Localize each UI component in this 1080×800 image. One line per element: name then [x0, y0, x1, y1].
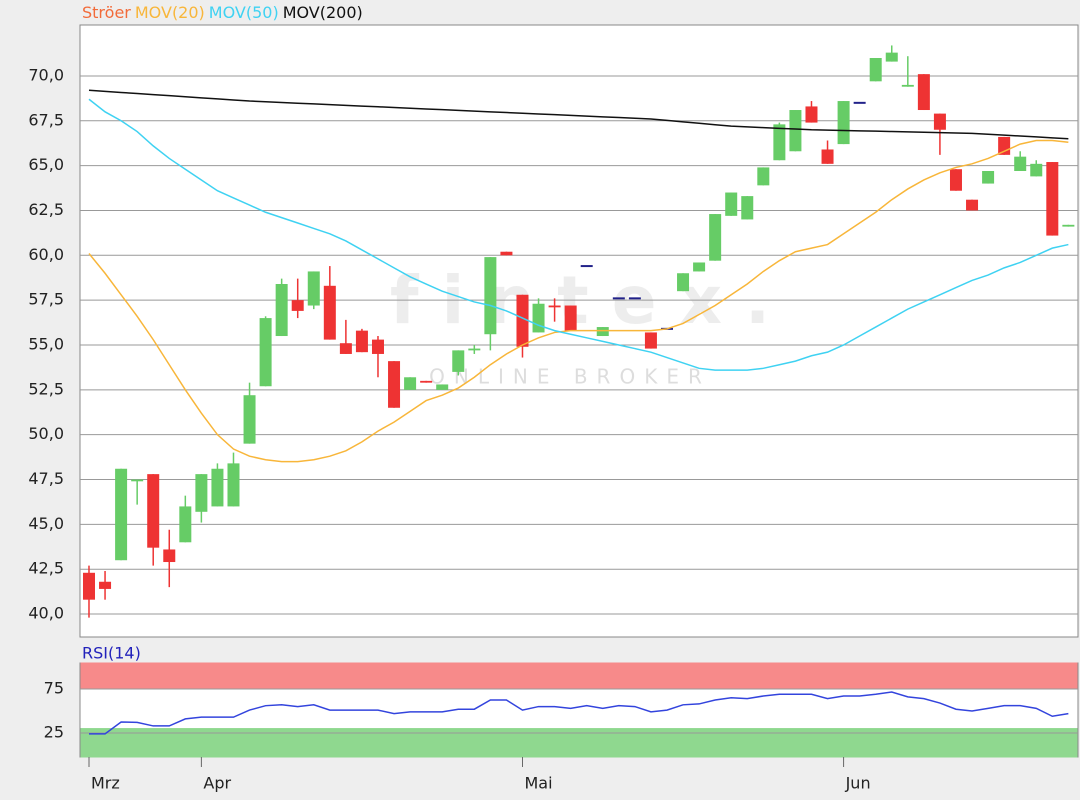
candle-body: [291, 300, 304, 311]
y-tick-label: 42,5: [28, 559, 64, 578]
y-tick-label: 65,0: [28, 155, 64, 174]
candle-body: [484, 257, 497, 335]
candle-body: [371, 339, 384, 354]
candle-body: [805, 106, 818, 123]
y-tick-label: 47,5: [28, 469, 64, 488]
candle-body: [709, 214, 722, 261]
legend-entry: MOV(200): [283, 3, 363, 22]
rsi-title: RSI(14): [82, 644, 141, 663]
y-tick-label: 52,5: [28, 379, 64, 398]
y-tick-label: 25: [44, 722, 64, 741]
candle-body: [339, 343, 352, 354]
candle-body: [468, 348, 481, 351]
candle-body: [516, 294, 529, 347]
y-tick-label: 75: [44, 678, 64, 697]
y-tick-label: 45,0: [28, 514, 64, 533]
watermark: ONLINE BROKER: [429, 365, 711, 389]
candle-body: [179, 506, 192, 543]
candle-body: [259, 318, 272, 387]
candle-body: [500, 251, 513, 256]
candle-body: [131, 479, 144, 482]
moving-average-line: [88, 98, 1069, 371]
y-tick-label: 62,5: [28, 200, 64, 219]
candle-body: [307, 271, 320, 306]
rsi-line: [88, 691, 1069, 735]
candle-body: [404, 377, 417, 390]
candle-body: [163, 549, 176, 563]
y-tick-label: 57,5: [28, 290, 64, 309]
candle-body: [949, 169, 962, 191]
candle-body: [82, 572, 95, 600]
candle-body: [355, 330, 368, 353]
candle-body: [1030, 163, 1043, 177]
candle-body: [99, 581, 112, 589]
candle-body: [966, 199, 979, 211]
candle-body: [564, 305, 577, 331]
x-tick-label: Mrz: [91, 774, 120, 793]
candle-body: [773, 124, 786, 161]
candle-body: [211, 468, 224, 507]
candle-body: [869, 58, 882, 82]
moving-average-line: [88, 89, 1069, 140]
candle-body: [885, 52, 898, 62]
candle-body: [436, 384, 449, 390]
candle-body: [420, 380, 433, 383]
candle-body: [837, 101, 850, 145]
y-tick-label: 70,0: [28, 65, 64, 84]
x-tick-label: Apr: [203, 774, 231, 793]
candle-body: [725, 192, 738, 216]
candle-body: [901, 84, 914, 87]
candle-body: [147, 474, 160, 548]
candle-body: [115, 468, 128, 561]
candle-body: [323, 285, 336, 340]
candle-body: [644, 332, 657, 349]
candle-body: [821, 149, 834, 164]
legend-entry: MOV(20): [135, 3, 205, 22]
candle-body: [1046, 162, 1059, 236]
candle-body: [933, 113, 946, 130]
candle-body: [227, 463, 240, 507]
candle-body: [1014, 156, 1027, 172]
candle-body: [532, 303, 545, 333]
candle-body: [693, 262, 706, 272]
legend-entry: MOV(50): [209, 3, 279, 22]
y-tick-label: 55,0: [28, 334, 64, 353]
candle-body: [917, 74, 930, 111]
candle-body: [1062, 224, 1075, 227]
candle-body: [548, 305, 561, 308]
candle-body: [596, 327, 609, 337]
moving-average-line: [88, 139, 1069, 463]
candle-body: [452, 350, 465, 372]
x-tick-label: Mai: [524, 774, 552, 793]
y-tick-label: 67,5: [28, 110, 64, 129]
candle-body: [757, 167, 770, 186]
candle-body: [982, 171, 995, 184]
legend: Ströer MOV(20) MOV(50) MOV(200): [82, 3, 363, 22]
x-tick-label: Jun: [845, 774, 871, 793]
candle-body: [741, 196, 754, 220]
candle-body: [243, 395, 256, 444]
rsi-zone: [80, 662, 1078, 690]
candle-body: [388, 361, 401, 408]
y-tick-label: 50,0: [28, 424, 64, 443]
candle-body: [789, 110, 802, 152]
candle-body: [998, 136, 1011, 155]
y-tick-label: 40,0: [28, 604, 64, 623]
legend-entry: Ströer: [82, 3, 131, 22]
y-tick-label: 60,0: [28, 245, 64, 264]
candle-body: [275, 284, 288, 337]
candle-body: [677, 273, 690, 292]
candle-body: [195, 474, 208, 512]
